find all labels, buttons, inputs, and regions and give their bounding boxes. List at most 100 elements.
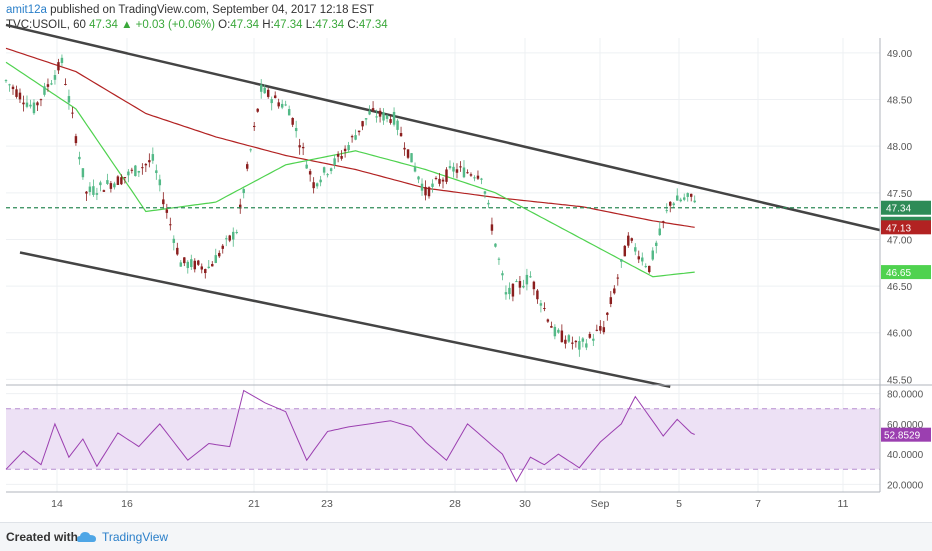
candle-body	[36, 102, 39, 106]
candle-body	[71, 112, 74, 114]
time-tick-label: 11	[838, 498, 849, 510]
candle-body	[357, 130, 361, 133]
candle-body	[277, 102, 280, 107]
candle-body	[473, 177, 476, 179]
high-value: 47.34	[273, 19, 303, 31]
candle-body	[434, 177, 438, 179]
candle-body	[543, 308, 546, 310]
candle-body	[497, 258, 501, 260]
candle-body	[322, 167, 326, 173]
candle-body	[134, 165, 137, 177]
candle-body	[151, 154, 155, 161]
candle-body	[483, 191, 487, 194]
rsi-tick-label: 40.0000	[887, 450, 924, 461]
chart-canvas[interactable]: 49.00 48.50 48.00 47.50 47.00 46.50 46.00 45.50…	[0, 0, 932, 522]
candle-body	[95, 193, 99, 195]
candle-body	[606, 312, 609, 315]
price-tag-label: 47.13	[886, 223, 911, 234]
candle-body	[235, 232, 238, 234]
candle-body	[305, 164, 308, 169]
price-tick-label: 48.00	[887, 142, 912, 153]
open-label: O:	[218, 19, 231, 31]
candle-body	[211, 264, 214, 267]
candle-body	[74, 136, 78, 144]
lower-channel-line[interactable]	[19, 251, 671, 389]
candle-body	[204, 269, 207, 274]
candle-body	[623, 245, 627, 257]
rsi-tick-label: 80.0000	[887, 390, 924, 401]
candle-body	[15, 89, 18, 97]
tradingview-brand[interactable]: TradingView	[102, 530, 169, 544]
chart-header: amit12a published on TradingView.com, Se…	[6, 3, 388, 33]
channel-lines[interactable]	[5, 23, 881, 389]
price-tick-label: 48.50	[887, 96, 912, 107]
candle-body	[396, 120, 399, 130]
time-tick-label: 14	[51, 498, 63, 510]
candle-body	[326, 174, 329, 176]
candle-body	[221, 245, 224, 249]
candle-body	[616, 277, 620, 279]
candle-body	[22, 102, 25, 105]
candle-body	[648, 265, 651, 273]
price-tick-label: 46.00	[887, 329, 912, 340]
candle-body	[431, 183, 434, 187]
candle-body	[329, 168, 333, 172]
time-tick-label: 21	[248, 498, 260, 510]
sma-long-line	[5, 47, 695, 228]
candle-body	[557, 329, 560, 333]
candle-body	[301, 146, 305, 149]
candle-body	[585, 343, 588, 348]
candle-body	[683, 197, 686, 200]
candle-body	[427, 187, 431, 197]
candle-body	[350, 136, 354, 138]
candle-body	[158, 179, 162, 186]
candle-body	[564, 339, 567, 344]
candle-body	[403, 147, 406, 150]
time-tick-label: 5	[676, 498, 682, 510]
candle-body	[651, 250, 654, 260]
author-link[interactable]: amit12a	[6, 4, 47, 16]
candle-body	[252, 125, 256, 128]
candle-body	[32, 102, 36, 114]
time-tick-label: 16	[121, 498, 133, 510]
candle-body	[662, 221, 665, 223]
candle-body	[294, 127, 298, 132]
price-tag-box	[881, 265, 931, 280]
candle-body	[186, 261, 190, 269]
candle-body	[389, 119, 392, 123]
candle-body	[270, 99, 273, 104]
candle-body	[197, 260, 200, 265]
open-value: 47.34	[230, 19, 260, 31]
rsi-tag-label: 52.8529	[884, 431, 921, 442]
candle-body	[46, 84, 50, 87]
candle-body	[336, 153, 340, 157]
candle-body	[67, 96, 71, 103]
ohlc-line: TVC:USOIL, 60 47.34 ▲ +0.03 (+0.06%) O:4…	[6, 18, 388, 33]
candlestick-series	[4, 54, 696, 357]
publish-info: published on TradingView.com, September …	[46, 4, 375, 16]
candle-body	[287, 109, 291, 116]
candle-body	[567, 335, 571, 342]
candle-body	[190, 259, 193, 268]
candle-body	[225, 238, 228, 240]
candle-body	[539, 303, 543, 306]
candle-body	[385, 115, 389, 119]
candle-body	[200, 266, 203, 270]
candle-body	[655, 242, 658, 246]
candle-body	[50, 83, 53, 85]
price-tag-box	[881, 220, 931, 235]
candle-body	[627, 235, 630, 246]
candle-body	[312, 182, 315, 189]
rsi-axis-labels: 80.0000 60.0000 40.0000 20.0000	[887, 390, 924, 492]
price-tag-label: 47.34	[886, 204, 911, 215]
candle-body	[78, 156, 81, 160]
candle-body	[207, 266, 210, 268]
candle-body	[689, 193, 693, 197]
close-value: 47.34	[358, 19, 388, 31]
candle-body	[578, 341, 581, 350]
upper-channel-line[interactable]	[5, 23, 881, 232]
candle-body	[515, 281, 518, 283]
candle-body	[536, 290, 539, 300]
candle-body	[4, 80, 8, 82]
